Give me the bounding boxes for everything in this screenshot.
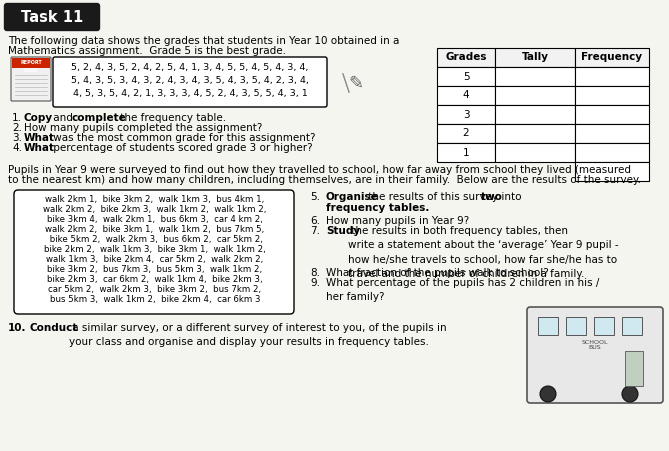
Bar [437,48,495,67]
Text: complete: complete [72,113,126,123]
Text: to the nearest km) and how many children, including themselves, are in their fam: to the nearest km) and how many children… [8,175,641,185]
Text: 2: 2 [463,129,470,138]
Bar [495,67,575,86]
Text: walk 2km 2,  bike 3km 1,  walk 1km 2,  bus 7km 5,: walk 2km 2, bike 3km 1, walk 1km 2, bus … [45,225,265,234]
Text: 4, 5, 3, 5, 4, 2, 1, 3, 3, 3, 4, 5, 2, 4, 3, 5, 5, 4, 3, 1: 4, 5, 3, 5, 4, 2, 1, 3, 3, 3, 4, 5, 2, 4… [73,89,307,98]
Text: How many pupils in Year 9?: How many pupils in Year 9? [326,216,469,226]
Text: bike 3km 2,  bus 7km 3,  bus 5km 3,  walk 1km 2,: bike 3km 2, bus 7km 3, bus 5km 3, walk 1… [47,265,262,274]
Text: bike 2km 2,  walk 1km 3,  bike 3km 1,  walk 1km 2,: bike 2km 2, walk 1km 3, bike 3km 1, walk… [44,245,266,254]
Text: Conduct: Conduct [30,323,78,333]
Text: The following data shows the grades that students in Year 10 obtained in a: The following data shows the grades that… [8,36,399,46]
Bar [575,143,649,162]
Text: Pupils in Year 9 were surveyed to find out how they travelled to school, how far: Pupils in Year 9 were surveyed to find o… [8,165,631,175]
Text: Task 11: Task 11 [21,9,83,24]
Text: Study: Study [326,226,360,236]
Text: frequency tables.: frequency tables. [326,203,429,213]
Bar [566,317,586,335]
Text: 5, 4, 3, 5, 3, 4, 3, 2, 4, 3, 4, 3, 5, 4, 3, 5, 4, 2, 3, 4,: 5, 4, 3, 5, 3, 4, 3, 2, 4, 3, 4, 3, 5, 4… [71,76,309,85]
Circle shape [540,386,556,402]
Text: Tally: Tally [522,52,549,63]
Circle shape [622,386,638,402]
Text: SCHOOL
BUS: SCHOOL BUS [582,340,608,350]
Text: the results of this survey into: the results of this survey into [365,192,524,202]
Bar [495,124,575,143]
Bar [12,58,50,68]
Text: car 5km 2,  walk 2km 3,  bike 3km 2,  bus 7km 2,: car 5km 2, walk 2km 3, bike 3km 2, bus 7… [48,285,262,294]
Text: was the most common grade for this assignment?: was the most common grade for this assig… [50,133,316,143]
Bar [495,105,575,124]
Text: What percentage of the pupils has 2 children in his /
her family?: What percentage of the pupils has 2 chil… [326,278,599,303]
Text: 5: 5 [463,72,470,82]
Text: walk 2km 2,  bike 2km 3,  walk 1km 2,  walk 1km 2,: walk 2km 2, bike 2km 3, walk 1km 2, walk… [43,205,267,214]
Text: 3.: 3. [12,133,22,143]
Text: Copy: Copy [24,113,53,123]
Text: bike 3km 4,  walk 2km 1,  bus 6km 3,  car 4 km 2,: bike 3km 4, walk 2km 1, bus 6km 3, car 4… [47,215,263,224]
Text: the frequency table.: the frequency table. [117,113,226,123]
Bar [575,105,649,124]
Text: a similar survey, or a different survey of interest to you, of the pupils in
you: a similar survey, or a different survey … [69,323,447,347]
Bar [495,86,575,105]
Text: two: two [480,192,502,202]
Bar [437,124,495,143]
FancyBboxPatch shape [5,4,100,31]
Bar [495,143,575,162]
Text: What fraction of the pupils walk to school?: What fraction of the pupils walk to scho… [326,268,549,278]
Bar [575,162,649,181]
Text: bike 5km 2,  walk 2km 3,  bus 6km 2,  car 5km 2,: bike 5km 2, walk 2km 3, bus 6km 2, car 5… [47,235,263,244]
Text: What: What [24,133,55,143]
FancyBboxPatch shape [14,190,294,314]
Text: 6.: 6. [310,216,320,226]
Bar [437,67,495,86]
Text: 9.: 9. [310,278,320,288]
Text: REPORT: REPORT [20,60,42,65]
Text: Mathematics assignment.  Grade 5 is the best grade.: Mathematics assignment. Grade 5 is the b… [8,46,286,56]
Bar [575,124,649,143]
Text: 4: 4 [463,91,470,101]
Text: 1: 1 [463,147,470,157]
Text: 8.: 8. [310,268,320,278]
Text: percentage of students scored grade 3 or higher?: percentage of students scored grade 3 or… [50,143,312,153]
Text: Organise: Organise [326,192,379,202]
Bar [437,86,495,105]
Text: the results in both frequency tables, then
write a statement about the ‘average’: the results in both frequency tables, th… [348,226,619,279]
FancyBboxPatch shape [11,57,51,101]
Text: ✎: ✎ [348,75,363,93]
Bar [437,143,495,162]
Text: 4.: 4. [12,143,22,153]
Text: 3: 3 [463,110,470,120]
Text: walk 2km 1,  bike 3km 2,  walk 1km 3,  bus 4km 1,: walk 2km 1, bike 3km 2, walk 1km 3, bus … [45,195,265,204]
Text: 5, 2, 4, 3, 5, 2, 4, 2, 5, 4, 1, 3, 4, 5, 5, 4, 5, 4, 3, 4,: 5, 2, 4, 3, 5, 2, 4, 2, 5, 4, 1, 3, 4, 5… [72,63,308,72]
Text: Grades: Grades [446,52,487,63]
Text: bike 2km 3,  car 6km 2,  walk 1km 4,  bike 2km 3,: bike 2km 3, car 6km 2, walk 1km 4, bike … [47,275,263,284]
Text: and: and [50,113,76,123]
Text: 5.: 5. [310,192,320,202]
Bar [594,317,614,335]
Bar [575,48,649,67]
Bar [495,48,575,67]
Bar [575,86,649,105]
Bar [622,317,642,335]
Bar [625,351,643,386]
Text: 2.: 2. [12,123,22,133]
Text: 10.: 10. [8,323,27,333]
Text: 7.: 7. [310,226,320,236]
Bar [538,317,558,335]
Bar [437,105,495,124]
Text: How many pupils completed the assignment?: How many pupils completed the assignment… [24,123,262,133]
Text: CARD: CARD [23,69,39,74]
Text: walk 1km 3,  bike 2km 4,  car 5km 2,  walk 2km 2,: walk 1km 3, bike 2km 4, car 5km 2, walk … [46,255,264,264]
Text: bus 5km 3,  walk 1km 2,  bike 2km 4,  car 6km 3: bus 5km 3, walk 1km 2, bike 2km 4, car 6… [50,295,260,304]
Text: 1.: 1. [12,113,22,123]
FancyBboxPatch shape [53,57,327,107]
Text: What: What [24,143,55,153]
FancyBboxPatch shape [527,307,663,403]
Text: Frequency: Frequency [581,52,642,63]
Bar [575,67,649,86]
